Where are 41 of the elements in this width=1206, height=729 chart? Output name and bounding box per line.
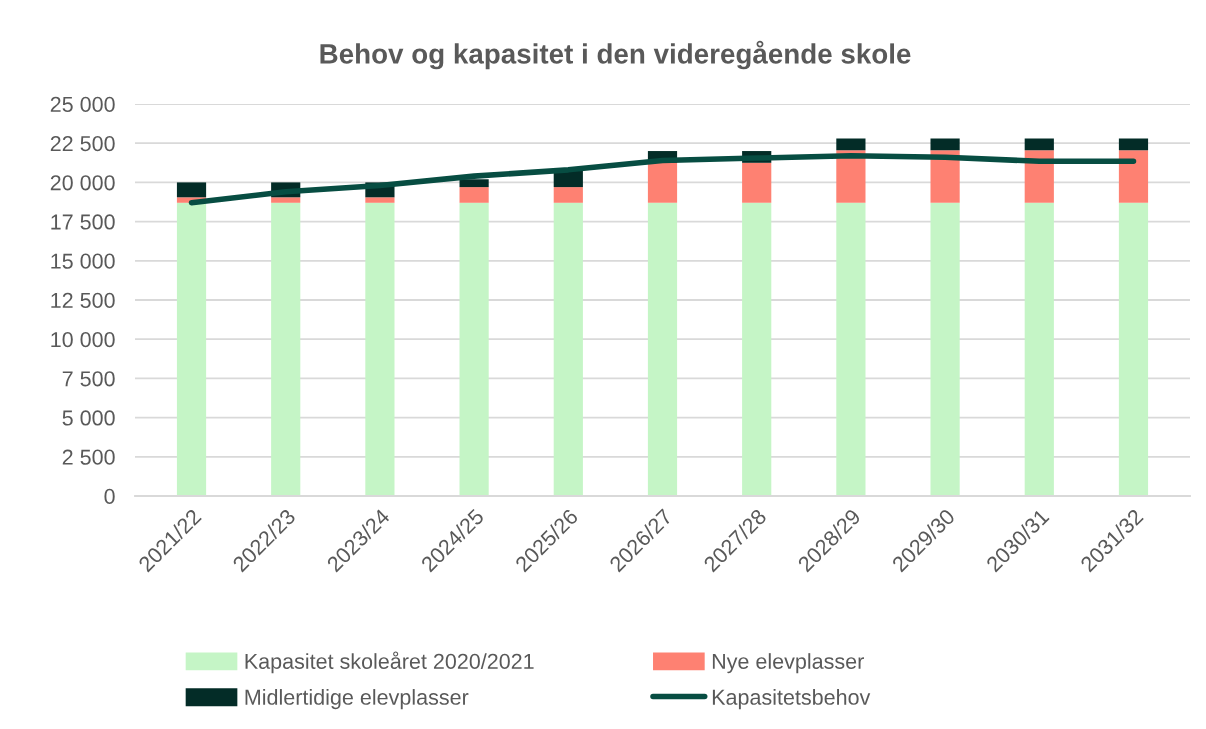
y-tick-label: 17 500 xyxy=(51,214,115,230)
bar xyxy=(742,162,772,203)
bar xyxy=(365,197,395,203)
bar xyxy=(1118,150,1149,203)
y-tick-label: 0 xyxy=(104,488,115,505)
bar xyxy=(930,150,960,203)
bar xyxy=(1118,138,1149,151)
bar xyxy=(836,202,866,496)
bar xyxy=(1118,202,1149,496)
bar xyxy=(553,187,583,203)
y-tick-label: 15 000 xyxy=(51,253,115,269)
legend-label: Nye elevplasser xyxy=(712,653,864,674)
bar xyxy=(459,179,489,188)
bar xyxy=(271,202,301,496)
y-tick-label: 20 000 xyxy=(50,175,115,191)
bar xyxy=(271,197,301,203)
bar xyxy=(176,202,207,496)
legend-label: Kapasitet skoleåret 2020/2021 xyxy=(245,651,534,674)
chart-title: Behov og kapasitet i den videregående skole xyxy=(320,40,911,70)
bar xyxy=(647,162,678,203)
bar xyxy=(553,202,583,496)
bar xyxy=(930,138,960,151)
bar xyxy=(1024,202,1054,496)
y-tick-label: 2 500 xyxy=(62,449,115,465)
bar xyxy=(176,182,207,198)
y-tick-label: 7 500 xyxy=(62,371,115,387)
legend-label: Midlertidige elevplasser xyxy=(245,689,469,710)
bar xyxy=(459,187,489,203)
bar xyxy=(647,202,678,496)
y-tick-label: 25 000 xyxy=(50,96,115,113)
y-tick-label: 10 000 xyxy=(51,331,115,348)
legend-label: Kapasitetsbehov xyxy=(712,689,871,710)
y-tick-label: 22 500 xyxy=(50,135,115,152)
bar xyxy=(1024,138,1054,151)
bar xyxy=(459,202,489,496)
bar xyxy=(930,202,960,496)
bar xyxy=(836,138,866,151)
bar xyxy=(365,202,395,496)
bar xyxy=(742,202,772,496)
y-tick-label: 5 000 xyxy=(62,410,115,426)
y-tick-label: 12 500 xyxy=(51,292,115,309)
